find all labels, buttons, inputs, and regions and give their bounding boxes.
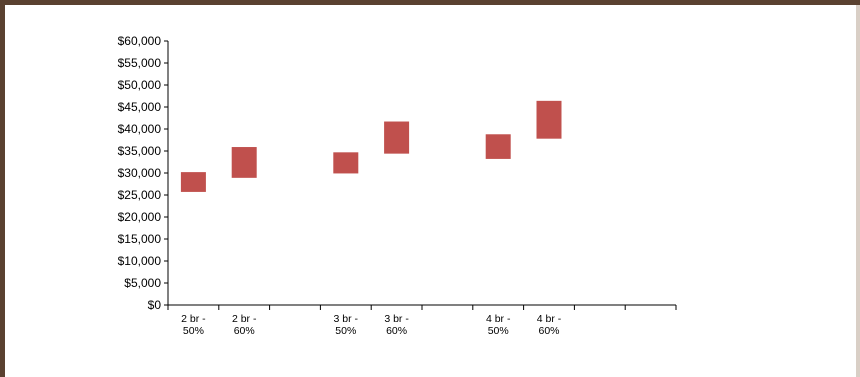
y-tick-label: $50,000 [118,78,162,92]
range-bar [333,152,359,174]
x-category-label: 3 br - [334,313,359,325]
range-bar [180,172,206,192]
range-bar [231,147,257,178]
chart-bars [180,100,562,192]
x-category-label: 50% [488,325,509,337]
range-bar [384,121,410,154]
x-category-label: 3 br - [384,313,409,325]
y-tick-label: $15,000 [118,232,162,246]
x-category-label: 2 br - [181,313,206,325]
y-tick-label: $20,000 [118,210,162,224]
x-category-label: 2 br - [232,313,257,325]
y-tick-label: $40,000 [118,122,162,136]
x-category-label: 60% [234,325,255,337]
y-tick-label: $30,000 [118,166,162,180]
chart-axes [164,40,677,310]
x-category-label: 60% [538,325,559,337]
range-bar [485,134,511,159]
x-category-label: 50% [335,325,356,337]
x-category-label: 50% [183,325,204,337]
y-tick-label: $55,000 [118,56,162,70]
y-tick-label: $25,000 [118,188,162,202]
frame-right-edge [856,5,860,377]
x-category-label: 4 br - [537,313,562,325]
y-tick-label: $60,000 [118,34,162,48]
y-tick-label: $35,000 [118,144,162,158]
x-category-label: 60% [386,325,407,337]
y-tick-label: $45,000 [118,100,162,114]
chart-labels: $0 $5,000 $10,000 $15,000 $20,000 $25,000 $30,… [118,34,562,337]
x-category-label: 4 br - [486,313,511,325]
y-tick-label: $10,000 [118,254,162,268]
y-tick-label: $5,000 [124,276,161,290]
range-bar [536,100,562,139]
y-tick-label: $0 [148,298,162,312]
